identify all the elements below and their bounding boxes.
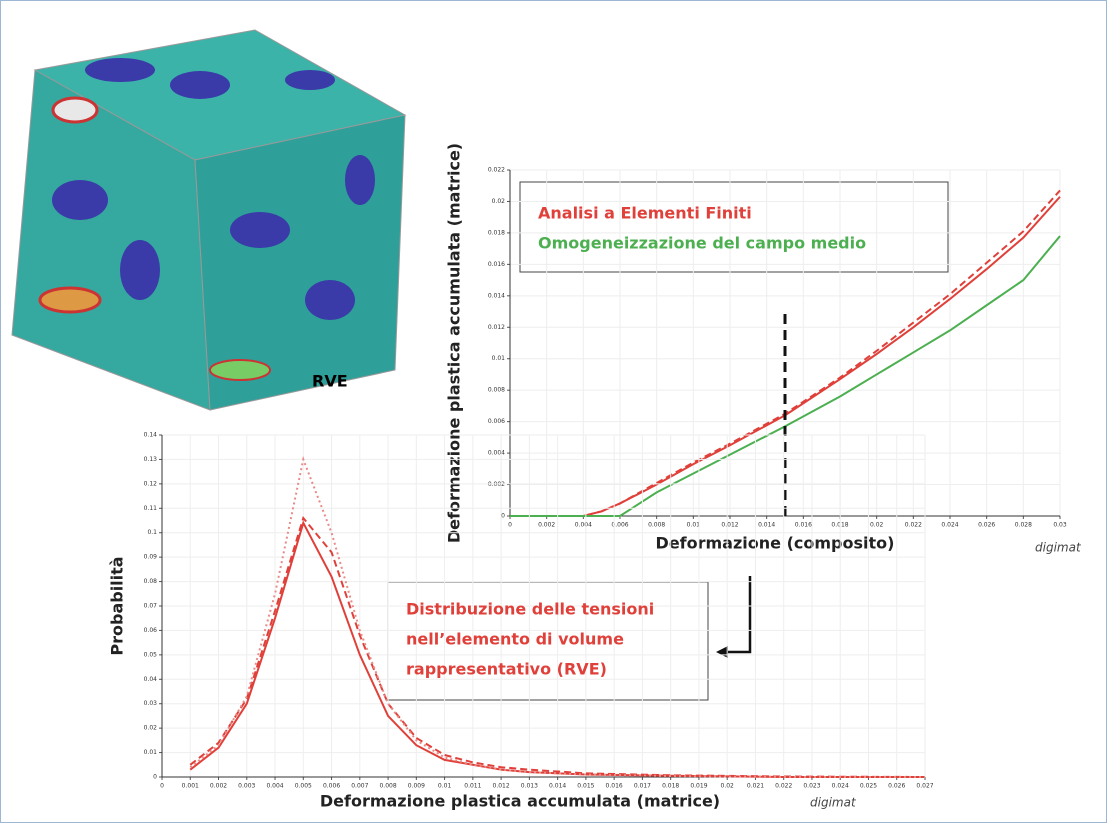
annotation: rappresentativo (RVE) xyxy=(406,660,607,679)
blob xyxy=(40,288,100,312)
x-tick-label: 0.03 xyxy=(1053,522,1067,529)
x-tick-label: 0.024 xyxy=(941,522,958,529)
y-axis-label: Deformazione plastica accumulata (matric… xyxy=(445,143,464,543)
blob xyxy=(120,240,160,300)
x-tick-label: 0.023 xyxy=(803,783,820,790)
blob xyxy=(85,58,155,82)
y-tick-label: 0.014 xyxy=(488,292,505,299)
x-tick-label: 0.018 xyxy=(662,783,679,790)
x-tick-label: 0.004 xyxy=(266,783,283,790)
x-tick-label: 0.001 xyxy=(182,783,199,790)
y-tick-label: 0.09 xyxy=(144,554,158,561)
y-tick-label: 0 xyxy=(153,774,157,781)
y-tick-label: 0.13 xyxy=(144,456,158,463)
blob xyxy=(53,98,97,122)
x-tick-label: 0.025 xyxy=(860,783,877,790)
x-tick-label: 0.022 xyxy=(775,783,792,790)
x-tick-label: 0.016 xyxy=(606,783,623,790)
y-tick-label: 0.06 xyxy=(144,627,158,634)
x-tick-label: 0.017 xyxy=(634,783,651,790)
y-tick-label: 0.07 xyxy=(144,603,158,610)
x-tick-label: 0.01 xyxy=(687,522,701,529)
logo: digimat xyxy=(1035,541,1082,555)
x-tick-label: 0.009 xyxy=(408,783,425,790)
y-tick-label: 0.02 xyxy=(492,198,506,205)
blob xyxy=(52,180,108,220)
x-tick-label: 0.007 xyxy=(351,783,368,790)
y-tick-label: 0.008 xyxy=(488,387,505,394)
y-tick-label: 0.03 xyxy=(144,700,158,707)
x-tick-label: 0.008 xyxy=(648,522,665,529)
annotation: Distribuzione delle tensioni xyxy=(406,600,654,619)
x-axis-label: Deformazione plastica accumulata (matric… xyxy=(320,792,720,811)
x-tick-label: 0.028 xyxy=(1015,522,1032,529)
image-label: RVE xyxy=(312,372,348,391)
x-tick-label: 0.015 xyxy=(577,783,594,790)
y-tick-label: 0.02 xyxy=(144,725,158,732)
x-tick-label: 0.002 xyxy=(538,522,555,529)
y-tick-label: 0.04 xyxy=(144,676,158,683)
y-tick-label: 0.11 xyxy=(144,505,158,512)
x-tick-label: 0.01 xyxy=(438,783,452,790)
x-tick-label: 0.002 xyxy=(210,783,227,790)
x-tick-label: 0.022 xyxy=(905,522,922,529)
y-tick-label: 0.1 xyxy=(147,529,157,536)
x-tick-label: 0.024 xyxy=(832,783,849,790)
legend-entry: Analisi a Elementi Finiti xyxy=(538,204,752,223)
x-tick-label: 0.008 xyxy=(379,783,396,790)
x-tick-label: 0.02 xyxy=(721,783,735,790)
x-tick-label: 0.016 xyxy=(795,522,812,529)
x-tick-label: 0.005 xyxy=(295,783,312,790)
blob xyxy=(230,212,290,248)
blob xyxy=(305,280,355,320)
y-tick-label: 0.022 xyxy=(488,167,505,174)
x-tick-label: 0.013 xyxy=(521,783,538,790)
x-tick-label: 0.012 xyxy=(493,783,510,790)
x-tick-label: 0.004 xyxy=(575,522,592,529)
x-tick-label: 0.014 xyxy=(549,783,566,790)
logo: digimat xyxy=(810,796,857,810)
legend-box xyxy=(520,182,948,272)
y-tick-label: 0.01 xyxy=(144,749,158,756)
y-tick-label: 0.08 xyxy=(144,578,158,585)
blob xyxy=(170,71,230,99)
x-tick-label: 0.019 xyxy=(690,783,707,790)
x-tick-label: 0.02 xyxy=(870,522,884,529)
blob xyxy=(345,155,375,205)
legend xyxy=(520,182,948,272)
x-tick-label: 0.006 xyxy=(323,783,340,790)
blob xyxy=(285,70,335,90)
y-tick-label: 0.004 xyxy=(488,450,505,457)
annotation: nell’elemento di volume xyxy=(406,630,624,649)
y-tick-label: 0.12 xyxy=(144,480,158,487)
x-tick-label: 0 xyxy=(508,522,512,529)
legend-entry: Omogeneizzazione del campo medio xyxy=(538,234,866,253)
y-tick-label: 0.012 xyxy=(488,324,505,331)
y-tick-label: 0.05 xyxy=(144,651,158,658)
x-tick-label: 0.011 xyxy=(464,783,481,790)
x-tick-label: 0.012 xyxy=(721,522,738,529)
y-tick-label: 0.018 xyxy=(488,229,505,236)
y-tick-label: 0.01 xyxy=(492,355,506,362)
y-tick-label: 0.14 xyxy=(144,432,158,439)
x-tick-label: 0.026 xyxy=(888,783,905,790)
rve-cube xyxy=(12,30,405,410)
y-tick-label: 0 xyxy=(501,513,505,520)
y-tick-label: 0.016 xyxy=(488,261,505,268)
x-axis-label: Deformazione (composito) xyxy=(656,534,895,553)
figure: RVE 0 0.002 0.004 0.006 0.008 0.01 0.012 0.014 0… xyxy=(0,0,1107,823)
x-tick-label: 0.026 xyxy=(978,522,995,529)
x-tick-label: 0.021 xyxy=(747,783,764,790)
x-tick-label: 0.003 xyxy=(238,783,255,790)
x-tick-label: 0 xyxy=(160,783,164,790)
x-tick-label: 0.014 xyxy=(758,522,775,529)
y-axis-label: Probabilità xyxy=(108,556,127,655)
x-tick-label: 0.027 xyxy=(916,783,933,790)
y-tick-label: 0.006 xyxy=(488,418,505,425)
y-tick-label: 0.002 xyxy=(488,481,505,488)
blob xyxy=(210,360,270,380)
